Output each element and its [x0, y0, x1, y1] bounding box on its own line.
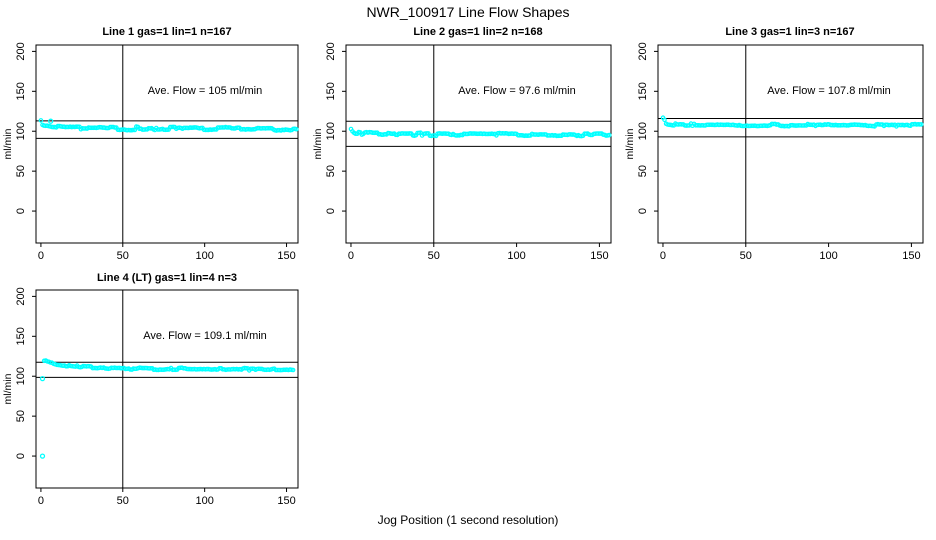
y-tick-label: 0 — [15, 453, 27, 459]
y-tick-label: 150 — [15, 327, 27, 345]
x-tick-label: 50 — [117, 250, 129, 262]
y-tick-label: 200 — [637, 42, 649, 60]
x-tick-label: 100 — [195, 495, 213, 507]
panel-1-ave-flow-annotation: Ave. Flow = 105 ml/min — [147, 85, 263, 97]
panel-2-ave-flow-annotation: Ave. Flow = 97.6 ml/min — [458, 85, 576, 97]
panel-4-points — [39, 358, 296, 459]
x-tick-label: 50 — [428, 250, 440, 262]
x-tick-label: 0 — [660, 250, 666, 262]
x-axis-label: Jog Position (1 second resolution) — [377, 513, 559, 527]
panel-4: 0 50 100 150 0 50 100 150 200 — [15, 287, 299, 507]
data-point — [294, 126, 299, 132]
panel-4-ave-flow-annotation: Ave. Flow = 109.1 ml/min — [143, 330, 267, 342]
x-tick-label: 150 — [277, 250, 295, 262]
x-tick-label: 150 — [277, 495, 295, 507]
outlier-point — [48, 118, 54, 124]
y-tick-label: 50 — [15, 165, 27, 177]
y-tick-label: 50 — [637, 165, 649, 177]
data-point — [38, 118, 44, 123]
panel-4-ylabel: ml/min — [2, 373, 14, 405]
outlier-point — [39, 375, 46, 382]
panel-2-ylabel: ml/min — [312, 128, 324, 160]
data-point — [606, 132, 612, 138]
y-tick-label: 100 — [637, 122, 649, 140]
panel-4-plot-box — [35, 289, 299, 489]
y-tick-label: 200 — [15, 42, 27, 60]
y-tick-label: 50 — [325, 165, 337, 177]
x-tick-label: 0 — [38, 250, 44, 262]
panel-3-points — [660, 115, 924, 129]
panel-3: 0 50 100 150 0 50 100 150 200 — [637, 42, 924, 262]
x-tick-label: 150 — [902, 250, 920, 262]
panel-3-plot-box — [657, 44, 924, 244]
y-tick-label: 150 — [15, 82, 27, 100]
y-tick-label: 100 — [325, 122, 337, 140]
y-tick-label: 0 — [15, 208, 27, 214]
panel-4-title: Line 4 (LT) gas=1 lin=4 n=3 — [96, 272, 238, 284]
y-tick-label: 150 — [325, 82, 337, 100]
data-point — [918, 122, 924, 127]
x-tick-label: 150 — [590, 250, 608, 262]
outlier-point — [39, 453, 46, 459]
y-tick-label: 200 — [15, 287, 27, 305]
y-tick-label: 0 — [325, 208, 337, 214]
x-tick-label: 50 — [740, 250, 752, 262]
panel-1-ylabel: ml/min — [2, 128, 14, 160]
panel-1-title: Line 1 gas=1 lin=1 n=167 — [102, 26, 232, 38]
panel-2-plot-box — [345, 44, 612, 244]
panel-3-ave-flow-annotation: Ave. Flow = 107.8 ml/min — [767, 85, 891, 97]
x-tick-label: 50 — [117, 495, 129, 507]
panel-2-title: Line 2 gas=1 lin=2 n=168 — [413, 26, 543, 38]
x-tick-label: 0 — [38, 495, 44, 507]
x-tick-label: 100 — [507, 250, 525, 262]
x-tick-label: 100 — [819, 250, 837, 262]
main-title: NWR_100917 Line Flow Shapes — [366, 4, 570, 20]
panel-2: 0 50 100 150 0 50 100 150 200 — [325, 42, 612, 262]
panel-3-ylabel: ml/min — [624, 128, 636, 160]
data-point — [290, 367, 296, 373]
y-tick-label: 100 — [15, 367, 27, 385]
y-tick-label: 50 — [15, 410, 27, 422]
panel-1-plot-box — [35, 44, 299, 244]
y-tick-label: 200 — [325, 42, 337, 60]
x-tick-label: 0 — [348, 250, 354, 262]
panel-1: 0 50 100 150 0 50 100 150 200 — [15, 42, 299, 262]
y-tick-label: 150 — [637, 82, 649, 100]
panel-3-title: Line 3 gas=1 lin=3 n=167 — [725, 26, 855, 38]
x-tick-label: 100 — [195, 250, 213, 262]
data-point — [662, 117, 667, 123]
y-tick-label: 0 — [637, 208, 649, 214]
y-tick-label: 100 — [15, 122, 27, 140]
panel-2-points — [348, 126, 612, 139]
panel-1-points — [38, 118, 299, 133]
